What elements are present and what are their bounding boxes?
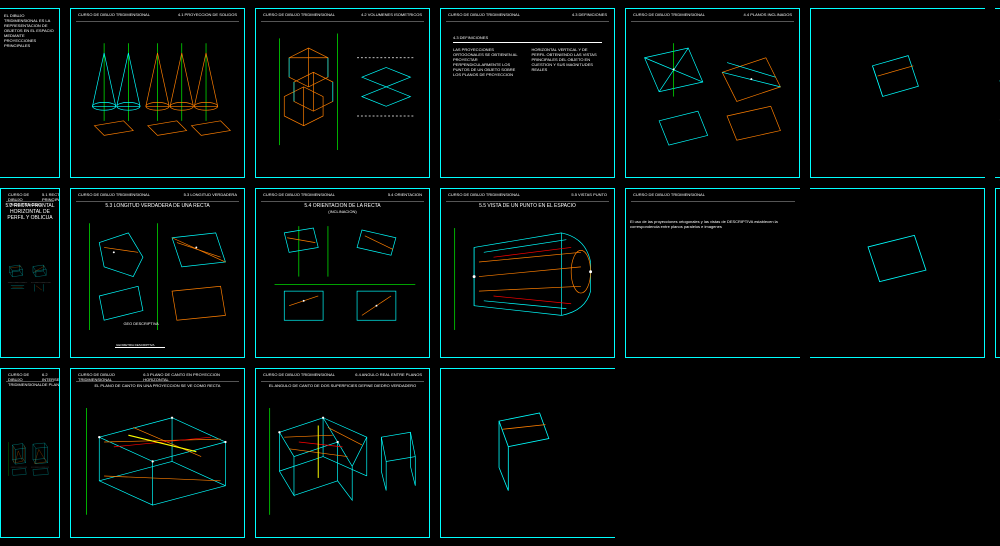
orient-drawing <box>260 205 425 353</box>
sheet-diedro: CURSO DE DIBUJO TRIDIMENSIONAL 6.4 ANGUL… <box>255 368 430 538</box>
sheet-rectas: CURSO DE DIBUJO TRIDIMENSIONAL 5.1 RECTA… <box>0 188 60 358</box>
sheet-parallelograms: CURSO DE DIBUJO TRIDIMENSIONAL 6.1 PLANO… <box>995 188 1000 358</box>
sheet-r3-left <box>810 188 985 358</box>
def-body: LAS PROYECCIONES ORTOGONALES SE OBTIENEN… <box>453 47 602 77</box>
sheet-isocubes: CURSO DE DIBUJO TRIDIMENSIONAL 4.2 VOLUM… <box>255 8 430 178</box>
diedro-drawing <box>260 385 425 533</box>
header-left: CURSO DE DIBUJO TRIDIMENSIONAL <box>633 192 705 201</box>
header-left: CURSO DE DIBUJO TRIDIMENSIONAL <box>78 12 150 21</box>
sheet-longitud: CURSO DE DIBUJO TRIDIMENSIONAL 5.3 LONGI… <box>70 188 245 358</box>
geo-label: GEOMETRIA DESCRIPTIVA <box>115 343 165 348</box>
title-bar: CURSO DE DIBUJO TRIDIMENSIONAL 4.2 VOLUM… <box>261 12 424 22</box>
sheet-triangles: CURSO DE DIBUJO TRIDIMENSIONAL 4.4 PLANO… <box>625 8 800 178</box>
sheet-r3-right <box>440 368 615 538</box>
sheet-title: 5.4 ORIENTACION <box>388 192 422 201</box>
sheet-wedge <box>810 8 985 178</box>
sheet-title: 4.3 DEFINICIONES <box>572 12 607 21</box>
sheet-title: 6.2 INTERSECCION DE PLANOS <box>42 372 60 381</box>
header-left: CURSO DE DIBUJO TRIDIMENSIONAL <box>8 192 42 201</box>
header-left: CURSO DE DIBUJO TRIDIMENSIONAL <box>78 192 150 201</box>
footer-label: GEO DESCRIPTIVA <box>124 321 160 326</box>
iso-drawing <box>260 25 425 173</box>
header-left: CURSO DE DIBUJO TRIDIMENSIONAL <box>448 192 520 201</box>
sheet-cones: CURSO DE DIBUJO TRIDIMENSIONAL 4.1 PROYE… <box>70 8 245 178</box>
header-left: CURSO DE DIBUJO TRIDIMENSIONAL <box>263 192 335 201</box>
title-bar: CURSO DE DIBUJO TRIDIMENSIONAL 4.4 PLANO… <box>631 12 794 22</box>
header-left: CURSO DE DIBUJO TRIDIMENSIONAL <box>448 12 520 21</box>
title-bar: CURSO DE DIBUJO TRIDIMENSIONAL 6.4 ANGUL… <box>261 372 424 382</box>
sheet-prisms: CURSO DE DIBUJO TRIDIMENSIONAL 6.2 INTER… <box>0 368 60 538</box>
title-bar: CURSO DE DIBUJO TRIDIMENSIONAL 4.1 PROYE… <box>76 12 239 22</box>
sheet-title: 4.4 PLANOS INCLINADOS <box>744 12 792 21</box>
title-bar: CURSO DE DIBUJO TRIDIMENSIONAL 5.3 LONGI… <box>76 192 239 202</box>
sheet-orientacion: CURSO DE DIBUJO TRIDIMENSIONAL 5.4 ORIEN… <box>255 188 430 358</box>
title-bar: CURSO DE DIBUJO TRIDIMENSIONAL 6.2 INTER… <box>6 372 54 382</box>
longitud-drawing: GEO DESCRIPTIVA GEOMETRIA DESCRIPTIVA <box>75 205 240 353</box>
sheet-canto: CURSO DE DIBUJO TRIDIMENSIONAL 6.3 PLANO… <box>70 368 245 538</box>
title-bar: CURSO DE DIBUJO TRIDIMENSIONAL <box>631 192 795 202</box>
header-left: CURSO DE DIBUJO TRIDIMENSIONAL <box>633 12 705 21</box>
sheet-title: 4.1 PROYECCION DE SOLIDOS <box>178 12 237 21</box>
def-heading: 4.3 DEFINICIONES <box>453 35 602 43</box>
prism-drawing <box>5 385 55 533</box>
title-bar: CURSO DE DIBUJO TRIDIMENSIONAL 5.1 RECTA… <box>6 192 54 202</box>
def-text: 4.3 DEFINICIONES LAS PROYECCIONES ORTOGO… <box>445 25 610 173</box>
sheet-title: 5.5 VISTAS PUNTO <box>571 192 607 201</box>
title-bar: CURSO DE DIBUJO TRIDIMENSIONAL 4.3 DEFIN… <box>446 12 609 22</box>
header-left: CURSO DE DIBUJO TRIDIMENSIONAL <box>263 12 335 21</box>
sheet-notes-right: CURSO DE DIBUJO TRIDIMENSIONAL El uso de… <box>625 188 800 358</box>
header-left: CURSO DE DIBUJO TRIDIMENSIONAL <box>8 372 42 381</box>
title-bar: CURSO DE DIBUJO TRIDIMENSIONAL 5.5 VISTA… <box>446 192 609 202</box>
sheet-vistas-punto: CURSO DE DIBUJO TRIDIMENSIONAL 5.5 VISTA… <box>440 188 615 358</box>
header-left: CURSO DE DIBUJO TRIDIMENSIONAL <box>263 372 335 381</box>
sheet-title: 4.2 VOLUMENES ISOMETRICOS <box>361 12 422 21</box>
tri-drawing <box>630 25 795 173</box>
sheet-title: 6.3 PLANO DE CANTO EN PROYECCION HORIZON… <box>143 372 237 381</box>
sheet-title: 5.1 RECTAS PRINCIPALES <box>42 192 60 201</box>
solid-drawing <box>445 205 610 353</box>
cones-drawing <box>75 25 240 173</box>
wedge-drawing <box>815 25 981 173</box>
intro-text: EL DIBUJO TRIDIMENSIONAL ES LA REPRESENT… <box>0 9 59 52</box>
canto-drawing <box>75 385 240 533</box>
sheet-title: 6.4 ANGULO REAL ENTRE PLANOS <box>355 372 422 381</box>
sheet-intro: EL DIBUJO TRIDIMENSIONAL ES LA REPRESENT… <box>0 8 60 178</box>
title-bar: CURSO DE DIBUJO TRIDIMENSIONAL 5.4 ORIEN… <box>261 192 424 202</box>
sheet-definitions: CURSO DE DIBUJO TRIDIMENSIONAL 4.3 DEFIN… <box>440 8 615 178</box>
title-bar: CURSO DE DIBUJO TRIDIMENSIONAL 6.3 PLANO… <box>76 372 239 382</box>
sheet-principales-left: PALES <box>995 8 1000 178</box>
header-left: CURSO DE DIBUJO TRIDIMENSIONAL <box>78 372 143 381</box>
sheet-grid: EL DIBUJO TRIDIMENSIONAL ES LA REPRESENT… <box>0 0 1000 546</box>
rectas-drawing <box>5 205 55 353</box>
sheet-title: 5.3 LONGITUD VERDADERA <box>184 192 237 201</box>
